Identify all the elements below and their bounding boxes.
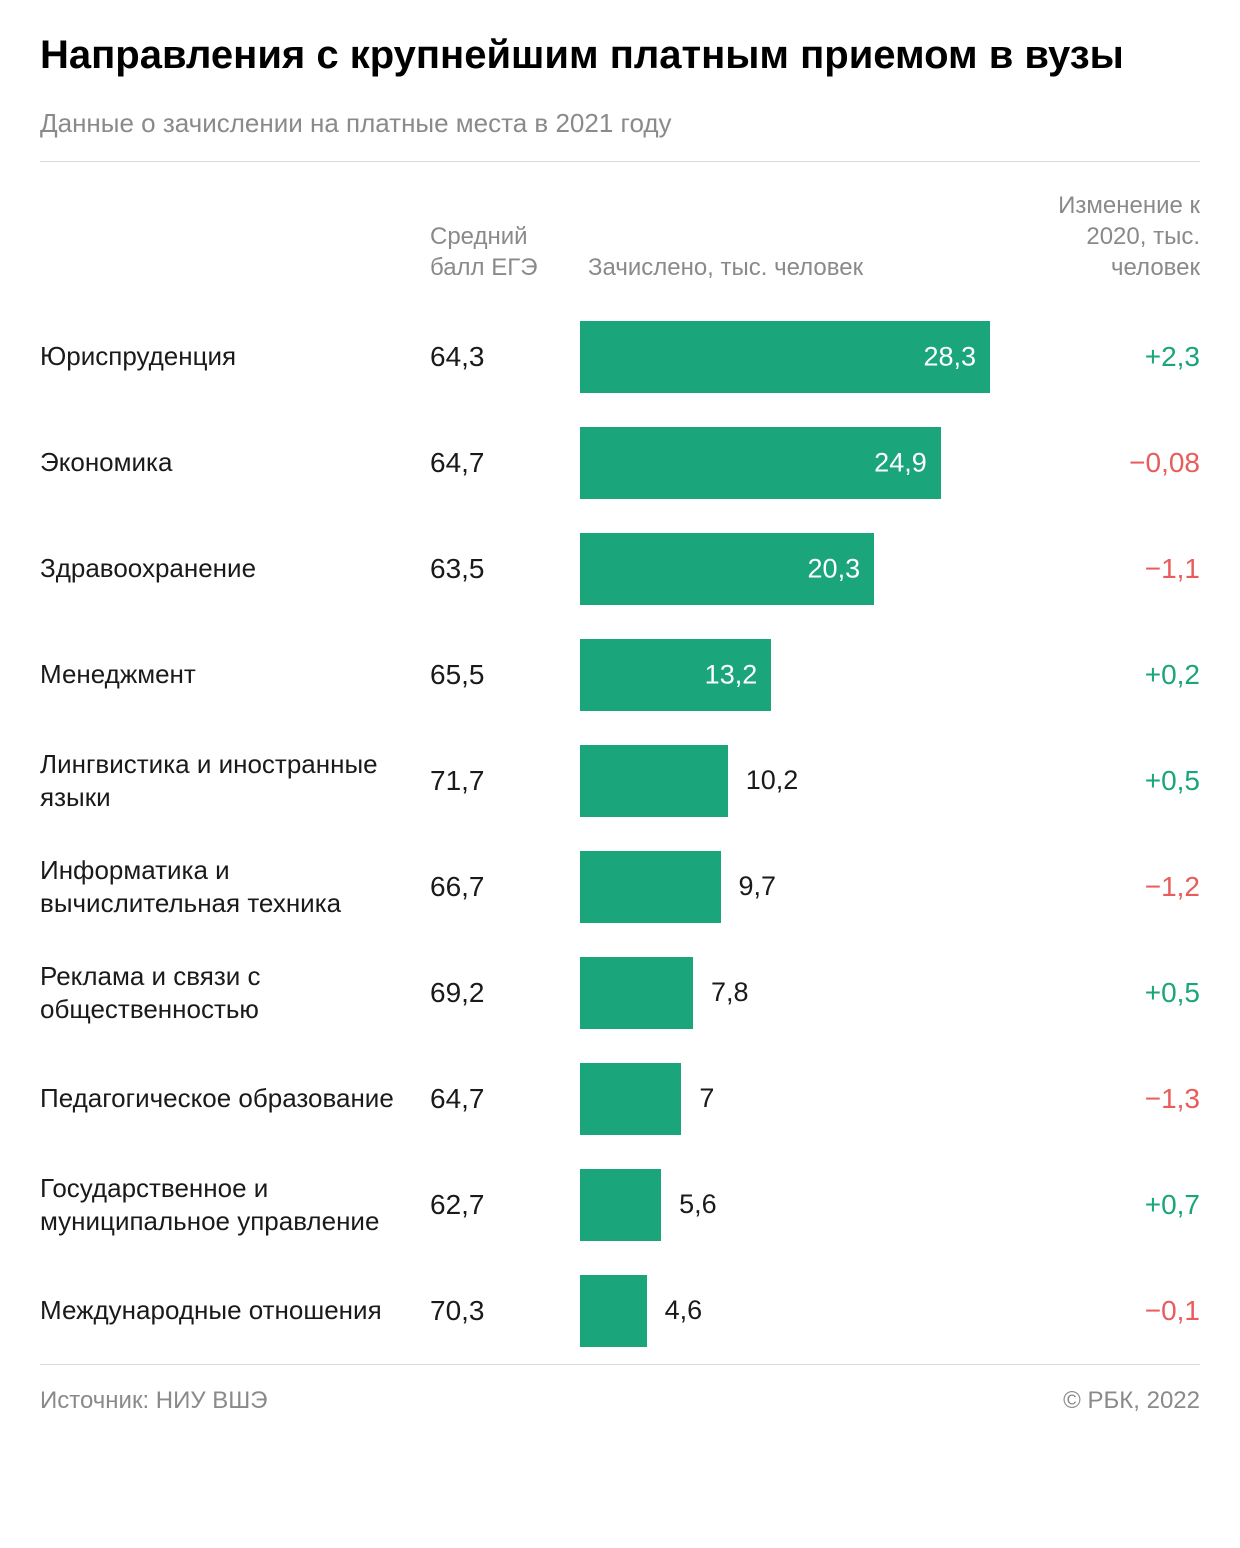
row-name: Лингвистика и иностранные языки: [40, 748, 430, 813]
row-change: −1,1: [1010, 553, 1200, 585]
bar-wrap: 24,9: [580, 427, 1010, 499]
table-row: Информатика и вычислительная техника66,7…: [40, 834, 1200, 940]
row-change: −1,2: [1010, 871, 1200, 903]
row-score: 64,7: [430, 447, 580, 479]
row-name: Государственное и муниципальное управлен…: [40, 1172, 430, 1237]
bar-wrap: 9,7: [580, 851, 1010, 923]
col-header-score: Средний балл ЕГЭ: [430, 221, 580, 283]
bar: [580, 957, 693, 1029]
chart-container: Направления с крупнейшим платным приемом…: [0, 0, 1240, 1445]
bar-wrap: 5,6: [580, 1169, 1010, 1241]
row-score: 66,7: [430, 871, 580, 903]
bar-value-label: 7: [699, 1083, 714, 1114]
bar-value-label: 24,9: [874, 447, 927, 478]
bar: 28,3: [580, 321, 990, 393]
bar-value-label: 7,8: [711, 977, 749, 1008]
row-bar-cell: 7,8: [580, 957, 1010, 1029]
row-name: Экономика: [40, 446, 430, 479]
row-bar-cell: 5,6: [580, 1169, 1010, 1241]
bar-value-label: 13,2: [705, 659, 758, 690]
bar-wrap: 7,8: [580, 957, 1010, 1029]
bar: 20,3: [580, 533, 874, 605]
table-row: Менеджмент65,5 13,2 +0,2: [40, 622, 1200, 728]
row-score: 62,7: [430, 1189, 580, 1221]
row-name: Педагогическое образование: [40, 1082, 430, 1115]
row-bar-cell: 4,6: [580, 1275, 1010, 1347]
col-header-change: Изменение к 2020, тыс. человек: [1010, 190, 1200, 284]
chart-subtitle: Данные о зачислении на платные места в 2…: [40, 108, 1200, 139]
table-row: Педагогическое образование64,7 7 −1,3: [40, 1046, 1200, 1152]
row-change: +0,2: [1010, 659, 1200, 691]
chart-footer: Источник: НИУ ВШЭ © РБК, 2022: [40, 1365, 1200, 1415]
bar: 13,2: [580, 639, 771, 711]
row-change: +0,5: [1010, 977, 1200, 1009]
row-change: +2,3: [1010, 341, 1200, 373]
row-change: +0,7: [1010, 1189, 1200, 1221]
table-row: Международные отношения70,3 4,6 −0,1: [40, 1258, 1200, 1364]
data-table: Средний балл ЕГЭ Зачислено, тыс. человек…: [40, 162, 1200, 1364]
row-name: Юриспруденция: [40, 340, 430, 373]
row-bar-cell: 10,2: [580, 745, 1010, 817]
row-bar-cell: 7: [580, 1063, 1010, 1135]
bar-value-label: 28,3: [923, 341, 976, 372]
table-row: Реклама и связи с общественностью69,2 7,8…: [40, 940, 1200, 1046]
bar-value-label: 10,2: [746, 765, 799, 796]
bar-value-label: 4,6: [665, 1295, 703, 1326]
row-score: 70,3: [430, 1295, 580, 1327]
bar: [580, 1169, 661, 1241]
row-score: 64,3: [430, 341, 580, 373]
bar-value-label: 5,6: [679, 1189, 717, 1220]
row-bar-cell: 9,7: [580, 851, 1010, 923]
bar-value-label: 9,7: [739, 871, 777, 902]
row-score: 65,5: [430, 659, 580, 691]
bar-value-label: 20,3: [808, 553, 861, 584]
bar-wrap: 28,3: [580, 321, 1010, 393]
row-score: 63,5: [430, 553, 580, 585]
table-row: Государственное и муниципальное управлен…: [40, 1152, 1200, 1258]
row-change: +0,5: [1010, 765, 1200, 797]
row-score: 69,2: [430, 977, 580, 1009]
bar: [580, 1275, 647, 1347]
bar-wrap: 7: [580, 1063, 1010, 1135]
row-change: −0,08: [1010, 447, 1200, 479]
row-name: Международные отношения: [40, 1294, 430, 1327]
bar: 24,9: [580, 427, 941, 499]
table-body: Юриспруденция64,328,3+2,3Экономика64,724…: [40, 304, 1200, 1364]
bar: [580, 851, 721, 923]
row-bar-cell: 24,9: [580, 427, 1010, 499]
bar: [580, 1063, 681, 1135]
row-bar-cell: 20,3: [580, 533, 1010, 605]
table-row: Лингвистика и иностранные языки71,7 10,2 +…: [40, 728, 1200, 834]
row-name: Реклама и связи с общественностью: [40, 960, 430, 1025]
source-text: Источник: НИУ ВШЭ: [40, 1387, 268, 1415]
row-score: 71,7: [430, 765, 580, 797]
chart-title: Направления с крупнейшим платным приемом…: [40, 30, 1200, 80]
row-bar-cell: 28,3: [580, 321, 1010, 393]
bar-wrap: 20,3: [580, 533, 1010, 605]
table-row: Экономика64,7 24,9 −0,08: [40, 410, 1200, 516]
bar-wrap: 4,6: [580, 1275, 1010, 1347]
row-name: Менеджмент: [40, 658, 430, 691]
row-score: 64,7: [430, 1083, 580, 1115]
bar: [580, 745, 728, 817]
bar-wrap: 10,2: [580, 745, 1010, 817]
table-header: Средний балл ЕГЭ Зачислено, тыс. человек…: [40, 162, 1200, 304]
row-name: Здравоохранение: [40, 552, 430, 585]
row-bar-cell: 13,2: [580, 639, 1010, 711]
table-row: Юриспруденция64,3 28,3 +2,3: [40, 304, 1200, 410]
bar-wrap: 13,2: [580, 639, 1010, 711]
col-header-enrolled: Зачислено, тыс. человек: [580, 252, 1010, 283]
copyright-text: © РБК, 2022: [1063, 1387, 1200, 1415]
row-change: −0,1: [1010, 1295, 1200, 1327]
row-change: −1,3: [1010, 1083, 1200, 1115]
row-name: Информатика и вычислительная техника: [40, 854, 430, 919]
table-row: Здравоохранение63,5 20,3 −1,1: [40, 516, 1200, 622]
